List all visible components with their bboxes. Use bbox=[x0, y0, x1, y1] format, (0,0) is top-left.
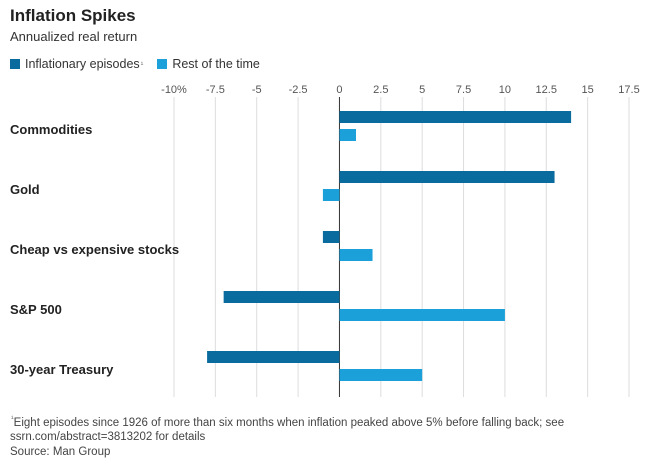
x-tick-label: 15 bbox=[582, 84, 594, 96]
bar-rest bbox=[322, 189, 340, 201]
x-tick-label: -10% bbox=[161, 84, 187, 96]
x-tick-label: 7.5 bbox=[456, 84, 471, 96]
bar-rest bbox=[339, 129, 356, 141]
chart-title: Inflation Spikes bbox=[10, 6, 136, 25]
legend-item-rest: Rest of the time bbox=[157, 57, 260, 71]
x-tick-label: 0 bbox=[336, 84, 342, 96]
x-tick-label: -2.5 bbox=[289, 84, 308, 96]
category-label: 30-year Treasury bbox=[10, 362, 114, 377]
bar-inflationary bbox=[223, 291, 340, 303]
legend-label-rest: Rest of the time bbox=[172, 57, 260, 71]
bar-inflationary bbox=[207, 351, 340, 363]
bar-inflationary bbox=[339, 171, 555, 183]
x-tick-label: 12.5 bbox=[536, 84, 557, 96]
bar-inflationary bbox=[339, 111, 572, 123]
x-tick-label: 2.5 bbox=[373, 84, 388, 96]
x-tick-label: -5 bbox=[252, 84, 262, 96]
legend: Inflationary episodes ¹ Rest of the time bbox=[10, 57, 274, 71]
footnote: ¹Eight episodes since 1926 of more than … bbox=[10, 412, 610, 459]
category-label: Gold bbox=[10, 182, 40, 197]
x-tick-label: -7.5 bbox=[206, 84, 225, 96]
footnote-marker: ¹ bbox=[11, 414, 14, 423]
category-label: Cheap vs expensive stocks bbox=[10, 242, 179, 257]
footnote-line-1: Eight episodes since 1926 of more than s… bbox=[13, 416, 565, 429]
category-label: Commodities bbox=[10, 122, 92, 137]
bar-rest bbox=[339, 249, 373, 261]
legend-swatch-inflationary bbox=[10, 59, 20, 69]
bar-rest bbox=[339, 369, 423, 381]
chart-subtitle: Annualized real return bbox=[10, 29, 138, 44]
source-line: Source: Man Group bbox=[10, 445, 111, 458]
bar-inflationary bbox=[322, 231, 340, 243]
legend-item-inflationary: Inflationary episodes ¹ bbox=[10, 57, 143, 71]
legend-label-inflationary: Inflationary episodes bbox=[25, 57, 140, 71]
footnote-text: ¹Eight episodes since 1926 of more than … bbox=[10, 412, 610, 430]
category-label: S&P 500 bbox=[10, 302, 62, 317]
x-tick-label: 17.5 bbox=[618, 84, 639, 96]
legend-swatch-rest bbox=[157, 59, 168, 69]
x-tick-label: 10 bbox=[499, 84, 511, 96]
footnote-line-2: ssrn.com/abstract=3813202 for details bbox=[10, 431, 206, 444]
x-tick-label: 5 bbox=[419, 84, 425, 96]
legend-footnote-marker: ¹ bbox=[140, 59, 144, 69]
bar-rest bbox=[339, 309, 505, 321]
